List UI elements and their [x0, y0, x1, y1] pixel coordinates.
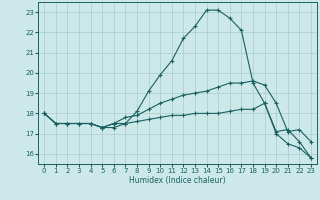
X-axis label: Humidex (Indice chaleur): Humidex (Indice chaleur): [129, 176, 226, 185]
